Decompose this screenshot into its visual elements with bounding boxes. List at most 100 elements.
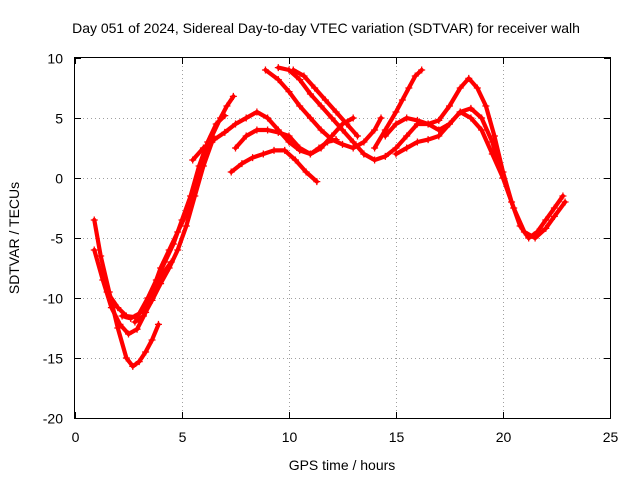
data-point (499, 174, 507, 182)
data-point (90, 216, 98, 224)
data-point (311, 84, 319, 92)
data-point (371, 144, 379, 152)
data-point (306, 90, 314, 98)
data-point (199, 144, 207, 152)
data-point (313, 178, 321, 186)
data-point (232, 144, 239, 152)
data-point (264, 114, 272, 122)
y-tick-label: 5 (55, 111, 63, 127)
data-point (542, 216, 550, 224)
data-point (317, 144, 325, 152)
data-point (542, 224, 550, 232)
data-point (99, 276, 107, 284)
data-point (302, 168, 310, 176)
data-point (531, 234, 539, 242)
series-pass-l (361, 109, 506, 181)
data-point (131, 318, 139, 326)
data-point (435, 126, 443, 134)
data-point (510, 204, 518, 212)
data-point (182, 222, 190, 230)
series-pass-a (92, 217, 161, 369)
y-tick-label: -10 (43, 291, 63, 307)
data-point (456, 108, 464, 116)
data-point (520, 228, 528, 236)
series-pass-n (383, 76, 566, 241)
data-point (403, 132, 411, 140)
data-point (189, 156, 197, 164)
data-point (227, 168, 235, 176)
data-point (467, 114, 475, 122)
series-pass-i (263, 67, 384, 151)
data-point (174, 246, 182, 254)
data-point (148, 296, 156, 304)
data-point (199, 162, 207, 170)
chart-title: Day 051 of 2024, Sidereal Day-to-day VTE… (72, 20, 580, 36)
data-point (418, 66, 426, 74)
data-point (467, 104, 475, 112)
data-point (281, 146, 289, 154)
data-point (413, 138, 421, 146)
data-point (135, 358, 143, 366)
data-point (306, 150, 314, 158)
data-point (114, 304, 122, 312)
data-point (139, 312, 147, 320)
data-point (152, 276, 160, 284)
data-point (392, 144, 400, 152)
data-point (343, 120, 351, 128)
data-point (371, 156, 379, 164)
data-point (223, 102, 231, 110)
series-pass-g (233, 115, 356, 157)
data-point (285, 138, 293, 146)
data-point (473, 84, 481, 92)
data-point (435, 132, 443, 140)
data-point (405, 84, 413, 92)
data-point (328, 114, 336, 122)
x-tick-label: 5 (179, 429, 187, 445)
x-tick-label: 0 (72, 429, 80, 445)
data-point (377, 114, 385, 122)
data-point (97, 252, 105, 260)
data-point (482, 102, 490, 110)
data-point (403, 144, 411, 152)
x-tick-label: 10 (282, 429, 298, 445)
data-point (289, 66, 297, 74)
data-point (328, 136, 336, 144)
data-point (465, 74, 473, 82)
data-point (381, 132, 389, 140)
data-point (165, 264, 173, 272)
data-point (424, 136, 432, 144)
data-point (148, 336, 156, 344)
data-point (221, 112, 229, 120)
data-point (306, 114, 314, 122)
data-point (559, 192, 567, 200)
data-point (392, 108, 400, 116)
data-point (488, 138, 496, 146)
data-point (157, 280, 165, 288)
data-point (424, 120, 432, 128)
data-point (285, 88, 293, 96)
data-point (129, 362, 137, 370)
data-point (371, 126, 379, 134)
data-point (125, 330, 132, 338)
data-point (210, 136, 218, 144)
data-point (161, 258, 169, 266)
data-point (478, 126, 486, 134)
x-tick-label: 25 (603, 429, 619, 445)
data-point (178, 216, 186, 224)
data-point (221, 128, 229, 136)
data-point (127, 314, 135, 322)
data-point (261, 66, 269, 74)
data-point (296, 76, 304, 84)
data-point (381, 152, 389, 160)
data-point (353, 132, 361, 140)
data-point (259, 150, 267, 158)
data-point (446, 102, 453, 110)
data-point (232, 120, 239, 128)
data-point (360, 138, 368, 146)
x-tick-label: 20 (496, 429, 512, 445)
data-point (107, 304, 115, 312)
data-point (242, 132, 250, 140)
data-point (274, 64, 282, 72)
y-tick-label: -20 (43, 411, 63, 427)
